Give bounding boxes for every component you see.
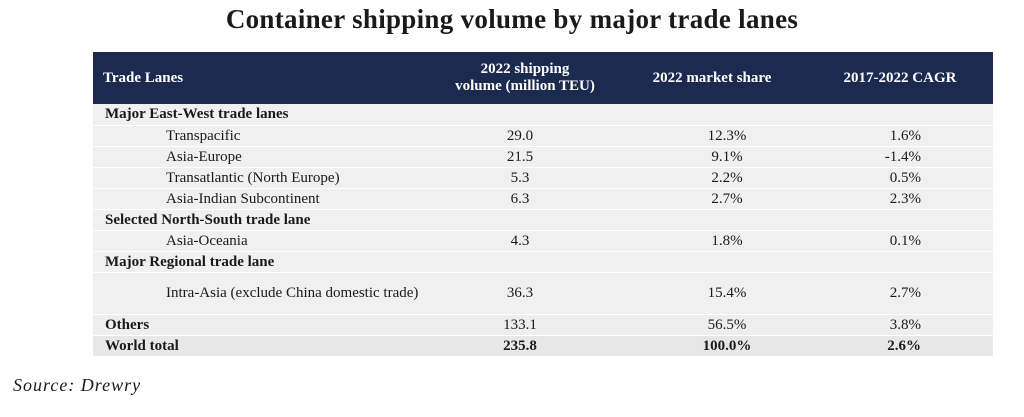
header-volume-line1: 2022 shipping bbox=[480, 61, 570, 77]
volume-cell: 29.0 bbox=[506, 127, 534, 144]
table-row: Intra-Asia (exclude China domestic trade… bbox=[93, 272, 993, 314]
section-row: Selected North-South trade lane bbox=[93, 209, 993, 230]
lane-name: Transpacific bbox=[166, 127, 241, 144]
share-cell: 56.5% bbox=[707, 316, 747, 333]
table-row: Asia-Indian Subcontinent 6.3 2.7% 2.3% bbox=[93, 188, 993, 209]
volume-cell: 133.1 bbox=[503, 316, 537, 333]
share-cell: 2.2% bbox=[711, 169, 743, 186]
share-cell: 1.8% bbox=[711, 232, 743, 249]
section-label: Major Regional trade lane bbox=[105, 253, 275, 270]
header-cagr: 2017-2022 CAGR bbox=[843, 69, 957, 86]
header-volume: 2022 shipping volume (million TEU) bbox=[433, 52, 617, 104]
page-title: Container shipping volume by major trade… bbox=[225, 4, 799, 34]
cagr-cell: 0.5% bbox=[889, 169, 921, 186]
cagr-cell: 0.1% bbox=[889, 232, 921, 249]
table-row: Asia-Oceania 4.3 1.8% 0.1% bbox=[93, 230, 993, 251]
section-row: Major East-West trade lanes bbox=[93, 104, 993, 125]
table-row: Transpacific 29.0 12.3% 1.6% bbox=[93, 125, 993, 146]
cagr-cell: 2.7% bbox=[889, 285, 921, 301]
cagr-cell: -1.4% bbox=[884, 148, 921, 165]
cagr-cell: 2.3% bbox=[889, 190, 921, 207]
lane-name: Intra-Asia (exclude China domestic trade… bbox=[166, 285, 419, 301]
share-cell: 9.1% bbox=[711, 148, 743, 165]
lane-name: Asia-Indian Subcontinent bbox=[166, 190, 320, 207]
lane-name: Asia-Oceania bbox=[166, 232, 248, 249]
header-market-share: 2022 market share bbox=[652, 69, 772, 86]
total-row: World total 235.8 100.0% 2.6% bbox=[93, 335, 993, 356]
others-label: Others bbox=[105, 316, 150, 333]
lane-name: Asia-Europe bbox=[166, 148, 242, 165]
volume-cell: 21.5 bbox=[506, 148, 534, 165]
table-row: Transatlantic (North Europe) 5.3 2.2% 0.… bbox=[93, 167, 993, 188]
header-trade-lanes: Trade Lanes bbox=[103, 69, 184, 86]
section-label: Selected North-South trade lane bbox=[105, 211, 311, 228]
share-cell: 2.7% bbox=[711, 190, 743, 207]
source-note: Source: Drewry bbox=[13, 375, 142, 395]
cagr-cell: 3.8% bbox=[889, 316, 921, 333]
lane-name: Transatlantic (North Europe) bbox=[166, 169, 340, 186]
share-cell: 12.3% bbox=[707, 127, 747, 144]
table-row: Asia-Europe 21.5 9.1% -1.4% bbox=[93, 146, 993, 167]
share-cell: 100.0% bbox=[702, 337, 752, 354]
cagr-cell: 2.6% bbox=[887, 337, 921, 354]
header-row: Trade Lanes 2022 shipping volume (millio… bbox=[93, 52, 993, 104]
section-row: Major Regional trade lane bbox=[93, 251, 993, 272]
total-label: World total bbox=[105, 337, 179, 354]
table-header: Trade Lanes 2022 shipping volume (millio… bbox=[93, 52, 993, 104]
header-volume-line2: volume (million TEU) bbox=[455, 78, 595, 94]
volume-cell: 5.3 bbox=[510, 169, 530, 186]
section-label: Major East-West trade lanes bbox=[105, 106, 289, 123]
share-cell: 15.4% bbox=[707, 285, 747, 301]
volume-cell: 6.3 bbox=[510, 190, 530, 207]
volume-cell: 36.3 bbox=[506, 285, 534, 301]
volume-cell: 4.3 bbox=[510, 232, 530, 249]
cagr-cell: 1.6% bbox=[889, 127, 921, 144]
volume-cell: 235.8 bbox=[503, 337, 537, 354]
trade-lanes-table: Trade Lanes 2022 shipping volume (millio… bbox=[93, 52, 993, 357]
others-row: Others 133.1 56.5% 3.8% bbox=[93, 314, 993, 335]
table-body: Major East-West trade lanes Transpacific… bbox=[93, 104, 993, 356]
